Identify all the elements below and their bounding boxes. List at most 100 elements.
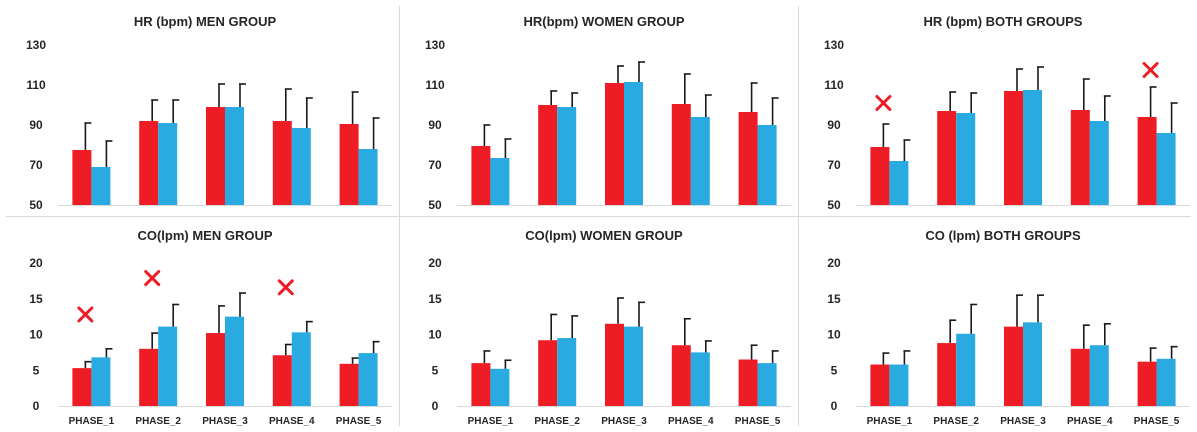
y-tick-label: 15 <box>428 292 442 306</box>
bar-series-red <box>738 112 758 205</box>
bar-series-red <box>937 343 957 406</box>
chart-title: CO(lpm) MEN GROUP <box>137 228 272 243</box>
y-tick-label: 5 <box>432 363 439 377</box>
bar-series-red <box>605 83 624 205</box>
bar-series-blue <box>91 357 111 406</box>
bar-series-blue <box>956 113 976 205</box>
chart-title: CO(lpm) WOMEN GROUP <box>525 228 683 243</box>
y-tick-label: 15 <box>827 292 841 306</box>
bar-series-red <box>272 121 292 205</box>
bar-series-blue <box>557 107 577 205</box>
chart-title: CO (lpm) BOTH GROUPS <box>925 228 1081 243</box>
bar-series-red <box>870 147 890 205</box>
y-tick-label: 70 <box>428 158 442 172</box>
y-tick-label: 130 <box>26 38 46 52</box>
chart-svg: HR (bpm) MEN GROUP 50 70 90 110 130 <box>26 14 392 212</box>
chart-svg: CO(lpm) MEN GROUP 0 5 10 15 20 PHASE_1 PHASE_2 P… <box>29 228 392 427</box>
horizontal-divider <box>6 216 1191 217</box>
x-tick-label: PHASE_3 <box>202 416 248 427</box>
bar-series-red <box>1004 326 1023 406</box>
bar-series-blue <box>624 82 643 205</box>
bar-series-blue <box>291 128 311 205</box>
bar-series-red <box>1070 348 1090 406</box>
significance-marker-icon <box>277 279 294 296</box>
bar-series-blue <box>490 158 510 205</box>
x-tick-label: PHASE_4 <box>1067 416 1113 427</box>
bar-series-red <box>538 105 558 205</box>
y-tick-label: 0 <box>432 399 439 413</box>
bar-series-blue <box>956 333 976 406</box>
y-tick-label: 20 <box>428 256 442 270</box>
chart-svg: HR (bpm) BOTH GROUPS 50 70 90 110 130 <box>824 14 1190 212</box>
y-tick-label: 20 <box>827 256 841 270</box>
y-tick-label: 10 <box>428 328 442 342</box>
y-tick-label: 130 <box>425 38 445 52</box>
y-tick-label: 50 <box>428 198 442 212</box>
bar-series-blue <box>690 352 710 406</box>
x-tick-label: PHASE_1 <box>468 416 514 427</box>
bar-series-blue <box>690 117 710 205</box>
bar-series-red <box>139 348 159 406</box>
bar-series-red <box>738 359 758 406</box>
bar-series-blue <box>624 326 643 406</box>
bar-series-blue <box>490 368 510 406</box>
bar-series-blue <box>1089 345 1109 406</box>
chart-svg: CO (lpm) BOTH GROUPS 0 5 10 15 20 PHASE_1 PHASE… <box>827 228 1190 427</box>
y-tick-label: 90 <box>29 118 43 132</box>
bar-series-blue <box>1089 121 1109 205</box>
chart-hr-both: HR (bpm) BOTH GROUPS 50 70 90 110 130 <box>798 0 1197 216</box>
bar-series-blue <box>1023 90 1042 205</box>
significance-marker-icon <box>77 306 94 323</box>
y-tick-label: 50 <box>29 198 43 212</box>
x-tick-label: PHASE_3 <box>1000 416 1046 427</box>
chart-title: HR (bpm) BOTH GROUPS <box>924 14 1083 29</box>
y-tick-label: 110 <box>26 78 46 92</box>
chart-title: HR (bpm) MEN GROUP <box>134 14 277 29</box>
x-tick-label: PHASE_2 <box>534 416 580 427</box>
bar-series-blue <box>889 161 909 205</box>
chart-co-both: CO (lpm) BOTH GROUPS 0 5 10 15 20 PHASE_1 PHASE… <box>798 216 1197 432</box>
chart-hr-men: HR (bpm) MEN GROUP 50 70 90 110 130 <box>0 0 399 216</box>
chart-svg: CO(lpm) WOMEN GROUP 0 5 10 15 20 PHASE_1 PHASE_… <box>428 228 791 427</box>
y-tick-label: 70 <box>827 158 841 172</box>
x-tick-label: PHASE_1 <box>867 416 913 427</box>
bar-series-blue <box>757 125 777 205</box>
bar-series-blue <box>889 364 909 406</box>
bar-series-blue <box>1156 133 1176 205</box>
y-tick-label: 5 <box>831 363 838 377</box>
chart-title: HR(bpm) WOMEN GROUP <box>523 14 684 29</box>
significance-marker-icon <box>875 95 892 111</box>
y-tick-label: 10 <box>827 328 841 342</box>
bar-series-blue <box>1023 322 1042 406</box>
chart-co-women: CO(lpm) WOMEN GROUP 0 5 10 15 20 PHASE_1 PHASE_… <box>399 216 798 432</box>
chart-hr-women: HR(bpm) WOMEN GROUP 50 70 90 110 130 <box>399 0 798 216</box>
x-tick-label: PHASE_5 <box>1134 416 1180 427</box>
y-tick-label: 110 <box>425 78 445 92</box>
bar-series-blue <box>1156 358 1176 406</box>
bar-series-blue <box>158 123 178 205</box>
bar-series-red <box>937 111 957 205</box>
bar-series-red <box>1070 110 1090 205</box>
x-tick-label: PHASE_4 <box>668 416 714 427</box>
bar-series-red <box>339 363 359 406</box>
bar-series-red <box>471 363 491 406</box>
chart-co-men: CO(lpm) MEN GROUP 0 5 10 15 20 PHASE_1 PHASE_2 P… <box>0 216 399 432</box>
bar-series-red <box>471 146 491 205</box>
bar-series-blue <box>225 316 244 406</box>
chart-svg: HR(bpm) WOMEN GROUP 50 70 90 110 130 <box>425 14 791 212</box>
significance-marker-icon <box>144 270 161 287</box>
y-tick-label: 0 <box>831 399 838 413</box>
bar-series-red <box>139 121 159 205</box>
x-tick-label: PHASE_2 <box>933 416 979 427</box>
y-tick-label: 15 <box>29 292 43 306</box>
bar-series-blue <box>91 167 111 205</box>
y-tick-label: 90 <box>428 118 442 132</box>
bar-series-blue <box>757 363 777 406</box>
bar-series-red <box>339 124 359 205</box>
bar-series-blue <box>291 332 311 406</box>
y-tick-label: 70 <box>29 158 43 172</box>
x-tick-label: PHASE_4 <box>269 416 315 427</box>
x-tick-label: PHASE_1 <box>69 416 115 427</box>
bar-series-red <box>538 340 558 406</box>
